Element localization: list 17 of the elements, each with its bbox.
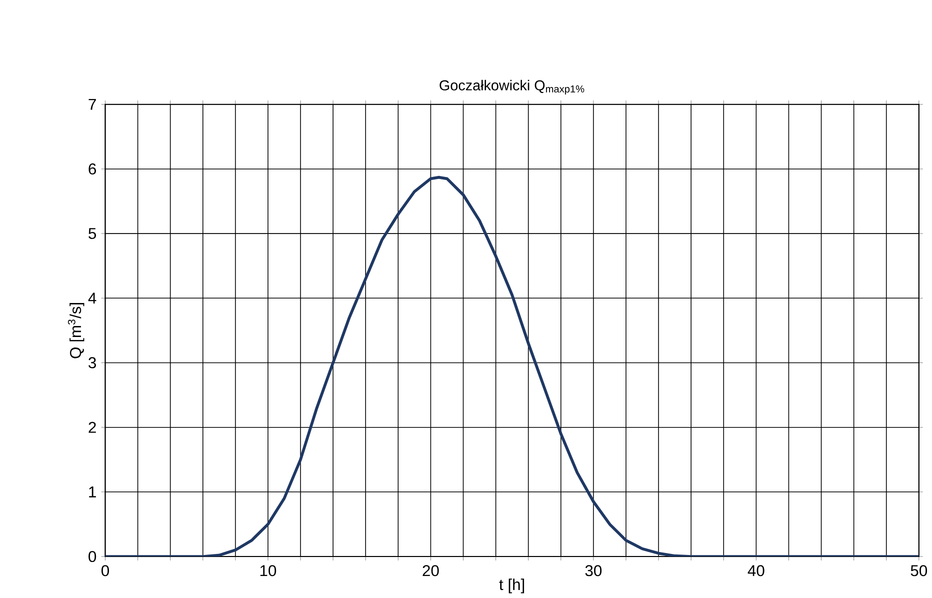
x-tick-label: 10: [260, 565, 276, 576]
x-tick-label: 30: [585, 565, 602, 576]
x-tick-label: 20: [422, 565, 439, 576]
y-tick-label: 0: [88, 551, 96, 562]
y-tick-label: 7: [88, 99, 96, 110]
y-tick-label: 4: [88, 292, 96, 304]
y-tick-label: 6: [88, 164, 96, 175]
y-axis-title: Q [m$^{3}$/s]: [68, 303, 84, 358]
x-tick-label: 50: [910, 565, 928, 576]
x-axis-title: t [h]: [499, 578, 524, 594]
x-tick-label: 40: [748, 565, 764, 576]
y-tick-label: 2: [88, 422, 96, 433]
y-tick-label: 3: [88, 357, 96, 368]
y-tick-label: 1: [89, 486, 96, 498]
chart-title: Goczałkowicki Q$_{maxp1%}$: [440, 80, 584, 95]
y-tick-label: 5: [88, 228, 96, 240]
x-tick-label: 0: [101, 565, 109, 576]
